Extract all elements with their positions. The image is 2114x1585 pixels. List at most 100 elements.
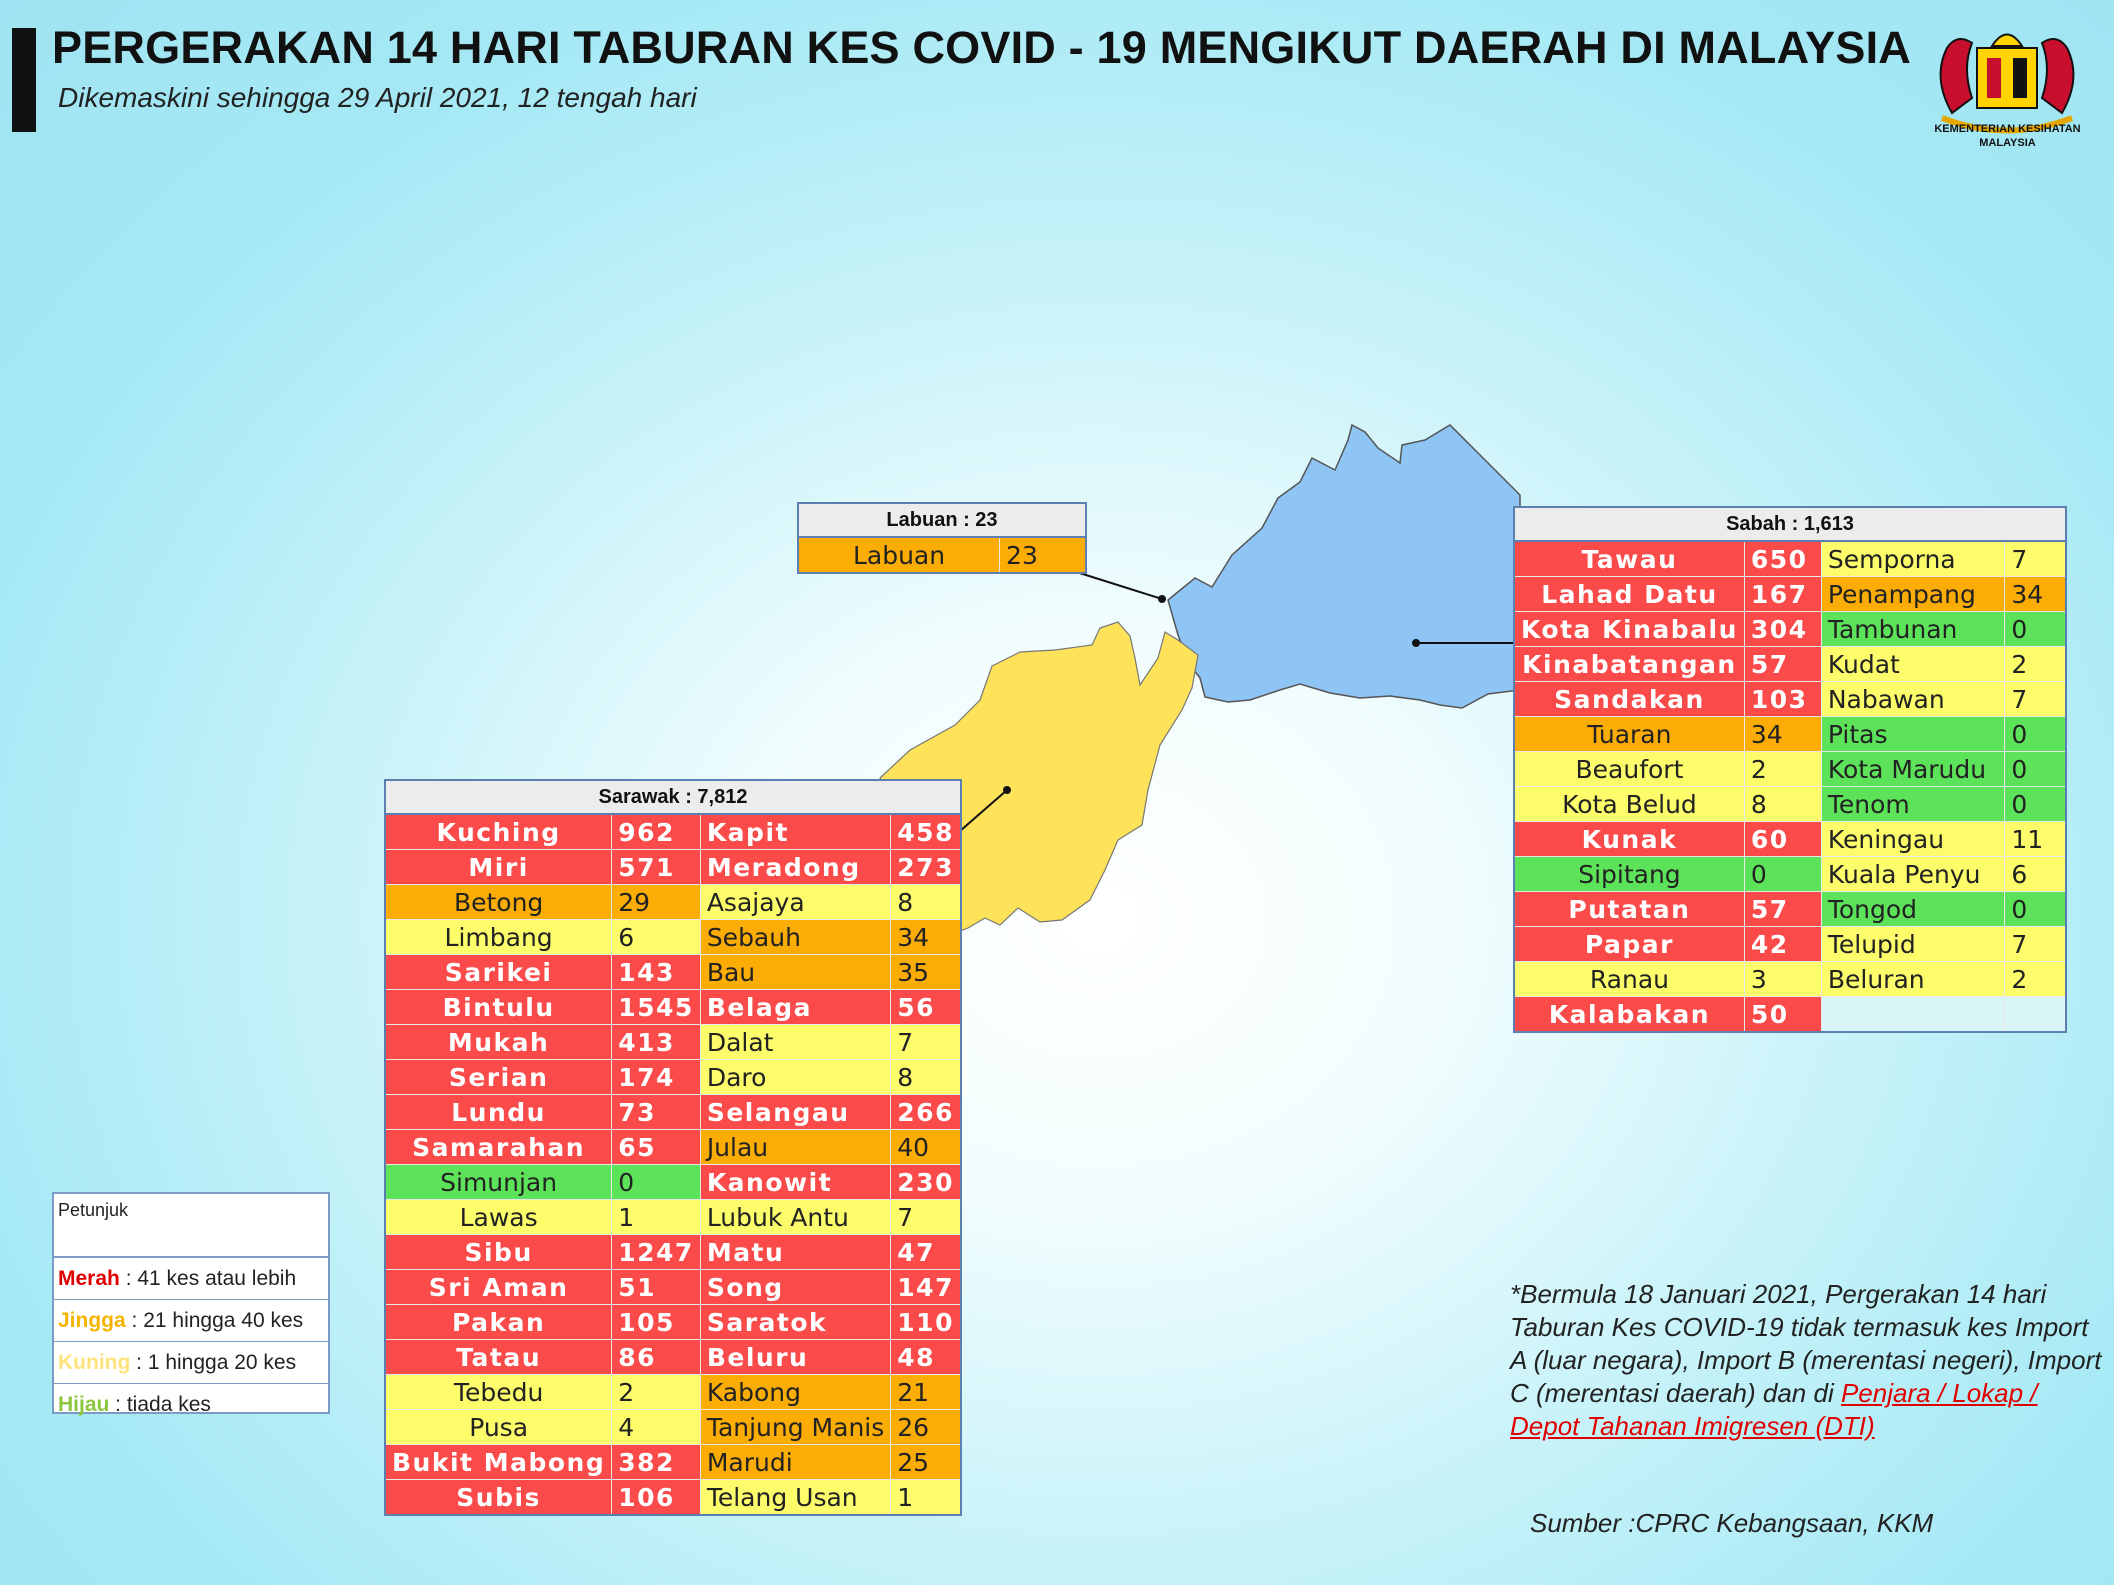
table-row: Sibu 1247 Matu 47 [384,1234,962,1270]
district-cases: 413 [611,1024,701,1060]
district-cases: 73 [611,1094,701,1130]
district-cases: 3 [1743,961,1822,997]
district-name: Subis [384,1479,613,1516]
district-name: Semporna [1820,540,2006,577]
district-cases: 962 [611,813,701,850]
district-cases: 2 [2004,961,2067,997]
table-row: Tatau 86 Beluru 48 [384,1339,962,1375]
district-cases: 7 [2004,926,2067,962]
labuan-header: Labuan : 23 [797,502,1087,538]
district-name: Tatau [384,1339,613,1375]
district-cases: 21 [890,1374,962,1410]
district-cases: 458 [890,813,962,850]
legend-text: : 41 kes atau lebih [119,1267,297,1290]
district-name: Lahad Datu [1513,576,1745,612]
district-name: Kapit [699,813,892,850]
district-cases: 8 [890,884,962,920]
district-name: Putatan [1513,891,1745,927]
legend-key: Merah [58,1267,120,1290]
table-row: Miri 571 Meradong 273 [384,849,962,885]
district-cases: 34 [1743,716,1822,752]
district-name: Kunak [1513,821,1745,857]
district-cases: 2 [2004,646,2067,682]
sabah-region [1167,423,1521,709]
ministry-crest-icon [1939,33,2075,134]
table-row: Subis 106 Telang Usan 1 [384,1479,962,1516]
footnote-highlight: Penjara / Lokap / Depot Tahanan Imigrese… [1510,1378,2038,1441]
district-name: Pitas [1820,716,2006,752]
district-cases: 571 [611,849,701,885]
district-name: Saratok [699,1304,892,1340]
district-cases: 47 [890,1234,962,1270]
district-name: Julau [699,1129,892,1165]
district-cases: 65 [611,1129,701,1165]
district-cases: 1545 [611,989,701,1025]
table-row: Papar 42 Telupid 7 [1513,926,2067,962]
district-cases: 0 [2004,716,2067,752]
district-name: Kota Kinabalu [1513,611,1745,647]
district-name: Telupid [1820,926,2006,962]
district-name: Kanowit [699,1164,892,1200]
district-name: Matu [699,1234,892,1270]
district-name: Ranau [1513,961,1745,997]
district-cases: 51 [611,1269,701,1305]
district-name: Belaga [699,989,892,1025]
district-cases: 2 [1743,751,1822,787]
page-title: PERGERAKAN 14 HARI TABURAN KES COVID - 1… [52,22,1911,73]
district-name: Beluran [1820,961,2006,997]
district-cases: 86 [611,1339,701,1375]
legend-key: Jingga [58,1309,126,1332]
district-name: Kota Marudu [1820,751,2006,787]
legend-item-merah: Merah : 41 kes atau lebih [54,1258,328,1300]
district-name: Bau [699,954,892,990]
district-cases: 0 [2004,786,2067,822]
district-name: Miri [384,849,613,885]
district-cases: 230 [890,1164,962,1200]
table-row: Sarikei 143 Bau 35 [384,954,962,990]
legend-text: : 1 hingga 20 kes [130,1351,297,1374]
district-name: Kabong [699,1374,892,1410]
table-row: Tawau 650 Semporna 7 [1513,540,2067,577]
labuan-leader-line [1069,569,1163,600]
district-cases: 273 [890,849,962,885]
table-row: Pakan 105 Saratok 110 [384,1304,962,1340]
district-name: Tanjung Manis [699,1409,892,1445]
ministry-label: KEMENTERIAN KESIHATAN MALAYSIA [1934,123,2081,149]
district-name: Kuala Penyu [1820,856,2006,892]
district-cases: 105 [611,1304,701,1340]
district-cases: 57 [1743,891,1822,927]
district-name: Serian [384,1059,613,1095]
district-cases: 7 [2004,540,2067,577]
table-row: Kota Belud 8 Tenom 0 [1513,786,2067,822]
district-name: Simunjan [384,1164,613,1200]
district-cases: 1247 [611,1234,701,1270]
district-name: Sarikei [384,954,613,990]
table-row: Lundu 73 Selangau 266 [384,1094,962,1130]
table-row: Lawas 1 Lubuk Antu 7 [384,1199,962,1235]
district-name: Tambunan [1820,611,2006,647]
district-cases: 11 [2004,821,2067,857]
table-row: Simunjan 0 Kanowit 230 [384,1164,962,1200]
sarawak-table: Sarawak : 7,812 Kuching 962 Kapit 458 Miri 57… [384,779,962,1516]
table-row: Ranau 3 Beluran 2 [1513,961,2067,997]
district-name: Kota Belud [1513,786,1745,822]
table-row: Limbang 6 Sebauh 34 [384,919,962,955]
district-name: Tenom [1820,786,2006,822]
table-row: Betong 29 Asajaya 8 [384,884,962,920]
district-cases: 7 [2004,681,2067,717]
district-name: Labuan [797,536,1001,574]
table-row: Kalabakan 50 [1513,996,2067,1033]
table-row: Kuching 962 Kapit 458 [384,813,962,850]
table-row: Tebedu 2 Kabong 21 [384,1374,962,1410]
table-row: Beaufort 2 Kota Marudu 0 [1513,751,2067,787]
district-cases: 106 [611,1479,701,1516]
district-cases: 40 [890,1129,962,1165]
title-accent-bar [12,28,36,132]
district-cases: 0 [2004,751,2067,787]
district-name: Sebauh [699,919,892,955]
district-name: Papar [1513,926,1745,962]
district-name: Tebedu [384,1374,613,1410]
table-row: Lahad Datu 167 Penampang 34 [1513,576,2067,612]
legend-item-kuning: Kuning : 1 hingga 20 kes [54,1342,328,1384]
district-name: Kinabatangan [1513,646,1745,682]
